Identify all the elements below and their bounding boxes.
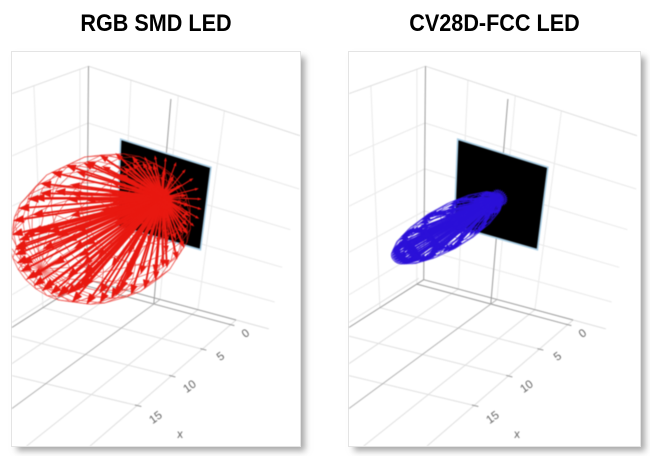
svg-text:10: 10: [181, 378, 198, 395]
svg-text:x: x: [514, 429, 520, 441]
svg-text:0: 0: [577, 327, 589, 340]
svg-text:x: x: [177, 429, 183, 441]
svg-text:5: 5: [552, 350, 564, 363]
svg-text:5: 5: [215, 350, 227, 363]
svg-text:15: 15: [147, 409, 164, 426]
svg-text:15: 15: [484, 409, 501, 426]
svg-text:10: 10: [518, 378, 535, 395]
svg-text:0: 0: [240, 327, 252, 340]
